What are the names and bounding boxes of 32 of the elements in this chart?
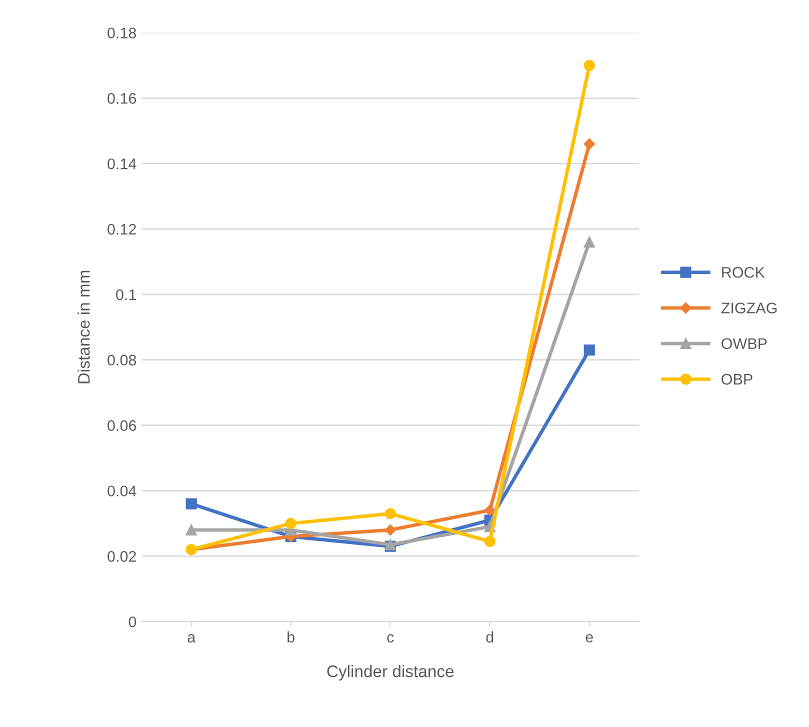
x-tick-label: b	[288, 631, 294, 643]
legend-label: ZIGZAG	[721, 302, 777, 314]
point	[285, 518, 296, 529]
y-tick-label: 0	[128, 616, 136, 628]
point	[186, 498, 197, 510]
legend-label: OWBP	[722, 338, 767, 350]
point	[186, 524, 197, 536]
point	[384, 508, 396, 520]
point	[584, 344, 595, 356]
y-tick-label: 0.06	[108, 420, 136, 431]
y-tick-label: 0.18	[108, 28, 136, 38]
legend-label: ROCK	[722, 266, 765, 278]
x-tick-label: e	[586, 634, 593, 643]
y-axis-title: Distance in mm	[78, 270, 90, 384]
y-tick-label: 0.04	[108, 486, 136, 496]
point	[584, 60, 595, 71]
y-tick-label: 0.12	[108, 224, 136, 235]
y-tick-label: 0.16	[108, 93, 136, 104]
point	[484, 536, 496, 547]
x-tick-label: a	[188, 634, 196, 643]
x-axis-title: Cylinder distance	[327, 664, 454, 681]
point	[584, 138, 595, 150]
y-tick-label: 0.02	[108, 551, 136, 562]
legend-label: OBP	[722, 374, 752, 385]
point	[384, 524, 396, 536]
y-tick-label: 0.08	[108, 354, 136, 366]
x-tick-label: d	[486, 631, 494, 643]
y-tick-label: 0.1	[116, 289, 136, 300]
y-tick-label: 0.14	[108, 158, 136, 170]
point	[484, 504, 496, 516]
x-tick-label: c	[387, 634, 394, 643]
point	[584, 236, 595, 248]
